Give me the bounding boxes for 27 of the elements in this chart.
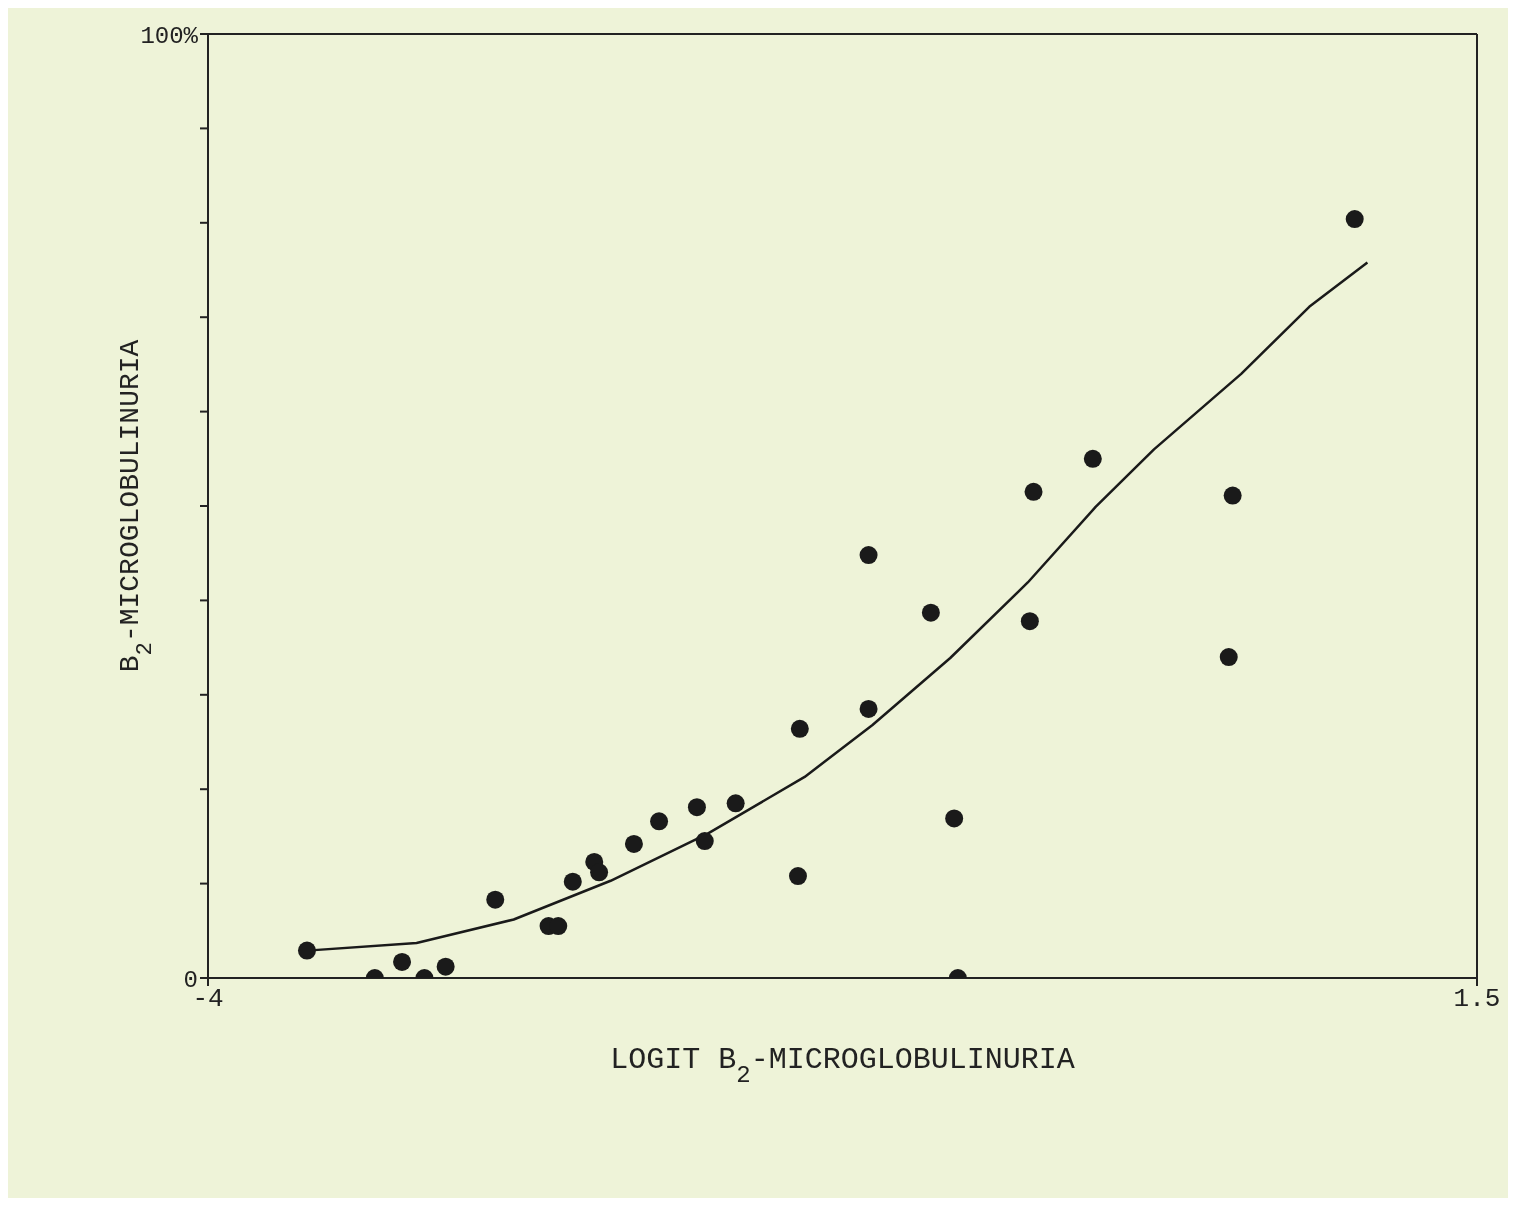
point [921, 603, 940, 622]
point [563, 872, 582, 891]
point [393, 952, 412, 971]
point [624, 834, 643, 853]
point [859, 699, 878, 718]
x-axis-title: LOGIT B$_{2}$-MICROGLOBULINURIA [610, 1043, 1075, 1089]
point [1223, 486, 1242, 505]
y-tick-label: 0 [183, 966, 198, 994]
point [590, 863, 609, 882]
point [650, 812, 669, 831]
x-tick-label: 1.5 [1453, 984, 1501, 1015]
point [297, 941, 316, 960]
point [788, 867, 807, 886]
point [1020, 612, 1039, 631]
point [486, 890, 505, 909]
point [695, 832, 714, 851]
point [1219, 648, 1238, 667]
point [859, 546, 878, 565]
point [436, 957, 455, 976]
point [1345, 210, 1364, 229]
y-tick-label: 100% [140, 22, 199, 50]
point [726, 794, 745, 813]
point [1024, 482, 1043, 501]
point [790, 719, 809, 738]
point [1083, 449, 1102, 468]
point [687, 798, 706, 817]
point [945, 809, 964, 828]
